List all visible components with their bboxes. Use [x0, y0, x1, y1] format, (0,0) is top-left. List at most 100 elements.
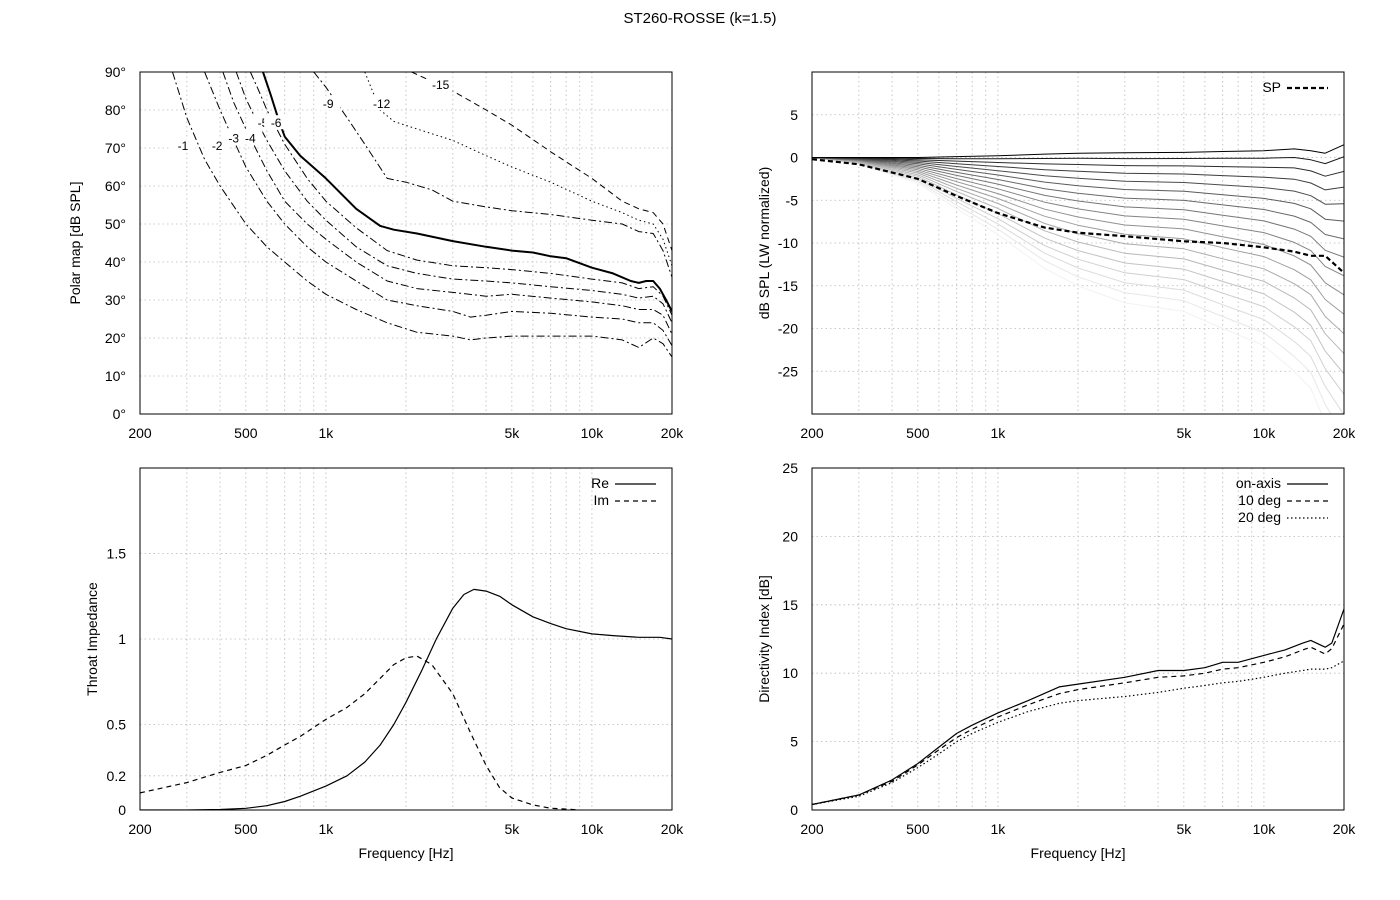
lw-response-plot: 200 500 1k 5k 10k 20k 5 0 -5 -10 -15 -20 -25 SP	[778, 71, 1357, 441]
impedance-y-tick-label: 1.5	[107, 546, 127, 562]
polar-y-tick-label: 10°	[105, 368, 126, 384]
lw-offaxis-curve	[812, 157, 1344, 222]
di-y-tick-label: 10	[782, 665, 798, 681]
polar-series-line	[172, 72, 672, 358]
lw-offaxis-curve	[812, 157, 1344, 177]
contour-label: -3	[228, 131, 239, 145]
impedance-y-tick-label: 0	[118, 802, 126, 818]
lw-offaxis-curve	[812, 157, 1344, 296]
lw-offaxis-curve	[812, 157, 1344, 258]
lw-offaxis-curve	[812, 157, 1344, 205]
di-series-line	[812, 608, 1344, 806]
impedance-ylabel: Throat Impedance	[84, 582, 100, 696]
lw-offaxis-curve	[812, 157, 1344, 335]
lw-y-tick-label: -5	[786, 192, 799, 208]
contour-label: -6	[271, 116, 282, 130]
impedance-y-tick-label: 0.2	[107, 768, 127, 784]
polar-x-tick-label: 10k	[581, 425, 605, 441]
lw-offaxis-curve	[812, 157, 1344, 240]
polar-series-line	[249, 72, 672, 316]
di-series-line	[812, 660, 1344, 806]
lw-y-tick-label: -15	[778, 278, 798, 294]
contour-label-bg	[170, 138, 195, 152]
directivity-panel: Directivity Index [dB] Frequency [Hz] 20…	[756, 460, 1356, 861]
lw-x-tick-label: 200	[800, 425, 824, 441]
impedance-series	[140, 588, 672, 810]
lw-x-tick-label: 10k	[1253, 425, 1277, 441]
di-frame	[811, 467, 1345, 811]
polar-series-line	[222, 72, 672, 335]
lw-y-tick-label: -20	[778, 321, 798, 337]
lw-x-tick-label: 1k	[991, 425, 1007, 441]
lw-series-line	[812, 158, 1344, 274]
lw-offaxis-curve	[812, 157, 1323, 414]
directivity-xlabel: Frequency [Hz]	[1031, 845, 1126, 861]
polar-y-tick-label: 80°	[105, 102, 126, 118]
contour-label: -9	[323, 97, 334, 111]
polar-y-tick-label: 60°	[105, 178, 126, 194]
polar-x-tick-label: 500	[234, 425, 258, 441]
lw-x-tick-label: 20k	[1333, 425, 1357, 441]
lw-offaxis-curve	[812, 144, 1344, 158]
impedance-grid	[140, 468, 672, 810]
contour-label: -1	[178, 139, 189, 153]
contour-label-bg	[238, 130, 263, 145]
polar-grid	[140, 72, 672, 414]
lw-series	[812, 144, 1344, 414]
impedance-series-line	[140, 588, 672, 810]
impedance-legend-label: Im	[593, 492, 609, 508]
lw-x-tick-label: 500	[906, 425, 930, 441]
contour-label-bg	[369, 96, 394, 111]
lw-response-ylabel: dB SPL (LW normalized)	[756, 167, 772, 320]
polar-y-tick-label: 40°	[105, 254, 126, 270]
polar-y-tick-label: 20°	[105, 330, 126, 346]
figure-title: ST260-ROSSE (k=1.5)	[624, 10, 777, 27]
contour-label: -15	[432, 78, 450, 92]
polar-y-tick-label: 90°	[105, 64, 126, 80]
di-y-tick-label: 20	[782, 528, 798, 544]
polar-series-line	[235, 72, 672, 324]
impedance-x-tick-label: 5k	[504, 821, 520, 837]
impedance-panel: Throat Impedance Frequency [Hz] 200 500 1k…	[84, 467, 685, 861]
impedance-x-tick-label: 1k	[319, 821, 335, 837]
polar-y-tick-label: 50°	[105, 216, 126, 232]
polar-x-tick-label: 20k	[661, 425, 685, 441]
contour-label: -12	[373, 97, 391, 111]
lw-offaxis-curve	[812, 157, 1344, 315]
di-y-tick-label: 15	[782, 597, 798, 613]
impedance-series-line	[140, 655, 580, 810]
di-legend-label: 10 deg	[1238, 492, 1281, 508]
contour-label-bg	[264, 115, 289, 130]
lw-y-tick-label: 0	[790, 150, 798, 166]
lw-legend-label: SP	[1262, 79, 1281, 95]
polar-map-plot: 200 500 1k 5k 10k 20k 0° 10° 20° 30° 40° 50° 60° 70° 8…	[105, 64, 684, 441]
impedance-frame	[139, 467, 673, 811]
lw-response-panel: dB SPL (LW normalized) 200 500 1k 5k 10k 20k 5…	[756, 71, 1357, 441]
polar-x-tick-label: 200	[128, 425, 152, 441]
impedance-x-tick-label: 20k	[661, 821, 685, 837]
di-series-line	[812, 623, 1344, 806]
di-series	[812, 608, 1344, 806]
di-x-tick-label: 20k	[1333, 821, 1357, 837]
di-legend-label: on-axis	[1236, 475, 1281, 491]
directivity-ylabel: Directivity Index [dB]	[756, 575, 772, 703]
contour-label: -5	[258, 116, 269, 130]
lw-offaxis-curve	[812, 157, 1332, 414]
polar-series-line	[204, 72, 672, 346]
di-x-tick-label: 500	[906, 821, 930, 837]
polar-map-ylabel: Polar map [dB SPL]	[67, 182, 83, 305]
impedance-x-tick-label: 500	[234, 821, 258, 837]
lw-offaxis-curve	[812, 157, 1344, 375]
contour-label: -4	[245, 131, 256, 145]
lw-y-tick-label: -25	[778, 363, 798, 379]
impedance-xlabel: Frequency [Hz]	[359, 845, 454, 861]
di-y-tick-label: 0	[790, 802, 798, 818]
polar-y-tick-label: 70°	[105, 140, 126, 156]
polar-x-tick-label: 5k	[504, 425, 520, 441]
contour-label-bg	[316, 96, 341, 111]
lw-frame	[811, 71, 1345, 415]
di-y-tick-label: 25	[782, 460, 798, 476]
polar-series-line	[262, 72, 672, 312]
di-y-tick-label: 5	[790, 734, 798, 750]
